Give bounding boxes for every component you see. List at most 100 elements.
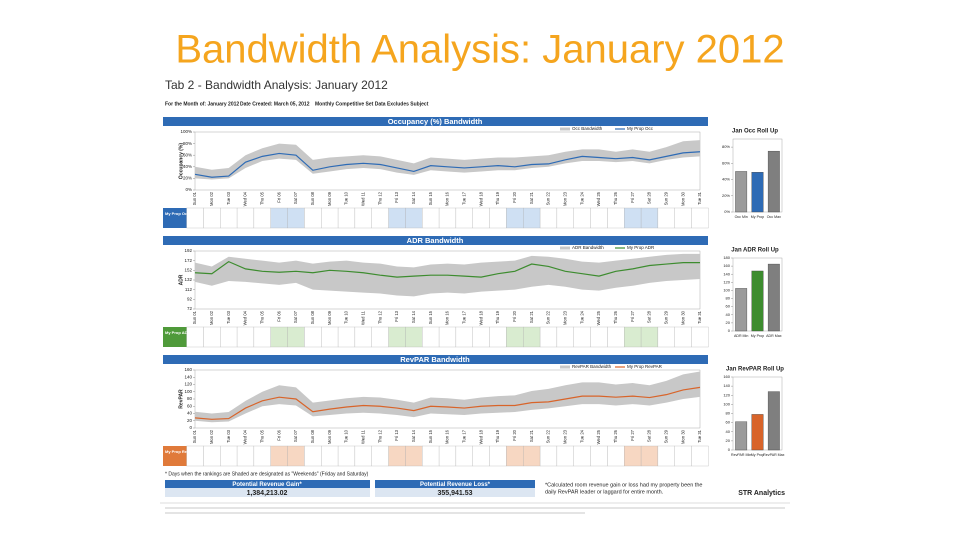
bandwidth-area xyxy=(195,140,700,180)
loss-value: 355,941.53 xyxy=(437,490,472,497)
rollup-tick-label: 80% xyxy=(722,144,730,149)
rank-cell xyxy=(556,326,574,348)
note: *Calculated room revenue gain or loss ha… xyxy=(545,482,702,488)
loss-label: Potential Revenue Loss* xyxy=(420,482,491,488)
rank-cell xyxy=(455,207,473,229)
rollup-bar xyxy=(751,270,764,332)
rank-cell xyxy=(337,326,356,348)
report-meta: For the Month of: January 2012 xyxy=(165,101,239,107)
rollup-category: My Prop xyxy=(751,334,764,338)
rank-cell xyxy=(624,207,642,229)
day-label: Mon 09 xyxy=(327,191,332,206)
day-label: Tue 24 xyxy=(579,310,584,324)
rank-cell xyxy=(590,445,608,467)
day-label: Fri 20 xyxy=(512,310,517,321)
rank-cell xyxy=(405,445,423,467)
rank-cell xyxy=(556,445,574,467)
rollup-tick-label: 20 xyxy=(726,320,731,325)
day-label: Sat 28 xyxy=(647,191,652,204)
panel-title: RevPAR Bandwidth xyxy=(400,355,470,364)
rollup-category: Occ Min xyxy=(735,215,748,219)
day-label: Sat 21 xyxy=(529,191,534,204)
rollup-tick-label: 60% xyxy=(722,160,730,165)
day-label: Wed 25 xyxy=(596,191,601,206)
day-label: Fri 20 xyxy=(512,191,517,202)
day-label: Mon 23 xyxy=(562,310,567,325)
day-label: Wed 04 xyxy=(243,191,248,206)
day-label: Sun 15 xyxy=(428,429,433,443)
rank-cell xyxy=(607,207,625,229)
rollup-tick-label: 100 xyxy=(723,288,730,293)
rank-cell xyxy=(388,207,406,229)
day-label: Fri 13 xyxy=(394,310,399,321)
report-meta: Date Created: March 05, 2012 xyxy=(240,101,310,107)
rollup-title: Jan Occ Roll Up xyxy=(732,129,778,135)
legend-swatch xyxy=(560,365,570,369)
rollup-tick-label: 60 xyxy=(726,304,731,309)
day-label: Sun 15 xyxy=(428,310,433,324)
loss-header xyxy=(375,480,535,488)
rank-cell xyxy=(556,207,574,229)
rank-cell xyxy=(674,207,692,229)
y-axis-label: ADR xyxy=(178,274,184,285)
day-label: Sun 22 xyxy=(546,429,551,443)
rank-cell xyxy=(691,207,709,229)
y-tick-label: 92 xyxy=(187,297,193,302)
day-label: Tue 31 xyxy=(697,429,702,443)
rank-cell xyxy=(657,445,675,467)
day-label: Fri 27 xyxy=(630,191,635,202)
rollup-tick-label: 0 xyxy=(728,447,731,452)
rank-cell xyxy=(523,326,541,348)
rank-cell xyxy=(304,207,322,229)
gain-header xyxy=(165,480,370,488)
rank-cell xyxy=(236,445,255,467)
day-label: Fri 13 xyxy=(394,429,399,440)
legend-label: Occ Bandwidth xyxy=(572,126,603,131)
day-label: Thu 05 xyxy=(259,191,264,205)
y-tick-label: 40 xyxy=(187,411,193,416)
y-tick-label: 120 xyxy=(184,382,192,387)
day-label: Mon 02 xyxy=(209,310,214,325)
rank-cell xyxy=(220,445,238,467)
rank-cell xyxy=(371,445,389,467)
day-label: Mon 30 xyxy=(680,429,685,444)
day-label: Tue 03 xyxy=(226,429,231,443)
day-label: Sat 21 xyxy=(529,429,534,442)
rank-cell xyxy=(472,326,490,348)
day-label: Tue 31 xyxy=(697,191,702,205)
rollup-bar xyxy=(767,263,780,332)
rank-cell xyxy=(236,326,255,348)
day-label: Tue 10 xyxy=(344,191,349,205)
day-label: Sun 29 xyxy=(663,310,668,324)
day-label: Tue 03 xyxy=(226,310,231,324)
rank-cell xyxy=(270,207,288,229)
rank-cell xyxy=(253,445,271,467)
day-label: Mon 02 xyxy=(209,429,214,444)
rank-cell xyxy=(422,445,440,467)
day-label: Mon 16 xyxy=(445,429,450,444)
rollup-bar xyxy=(735,421,748,451)
rank-cell xyxy=(321,207,339,229)
rank-cell xyxy=(489,207,507,229)
gain-label: Potential Revenue Gain* xyxy=(232,482,302,488)
day-label: Sat 07 xyxy=(293,429,298,442)
rank-cell xyxy=(253,326,271,348)
rollup-tick-label: 180 xyxy=(723,255,730,260)
rank-cell xyxy=(186,445,204,467)
rollup-tick-label: 80 xyxy=(726,411,731,416)
rank-cell xyxy=(270,445,288,467)
day-label: Tue 31 xyxy=(697,310,702,324)
day-label: Tue 10 xyxy=(344,429,349,443)
day-label: Thu 12 xyxy=(377,310,382,324)
rank-cell xyxy=(506,207,524,229)
rank-cell xyxy=(371,207,389,229)
rank-cell xyxy=(640,445,659,467)
day-label: Sun 01 xyxy=(192,310,197,324)
day-label: Thu 19 xyxy=(495,191,500,205)
y-tick-label: 80 xyxy=(187,396,193,401)
rank-cell xyxy=(287,207,305,229)
day-label: Sat 21 xyxy=(529,310,534,323)
rank-cell xyxy=(287,445,305,467)
rollup-tick-label: 40 xyxy=(726,429,731,434)
